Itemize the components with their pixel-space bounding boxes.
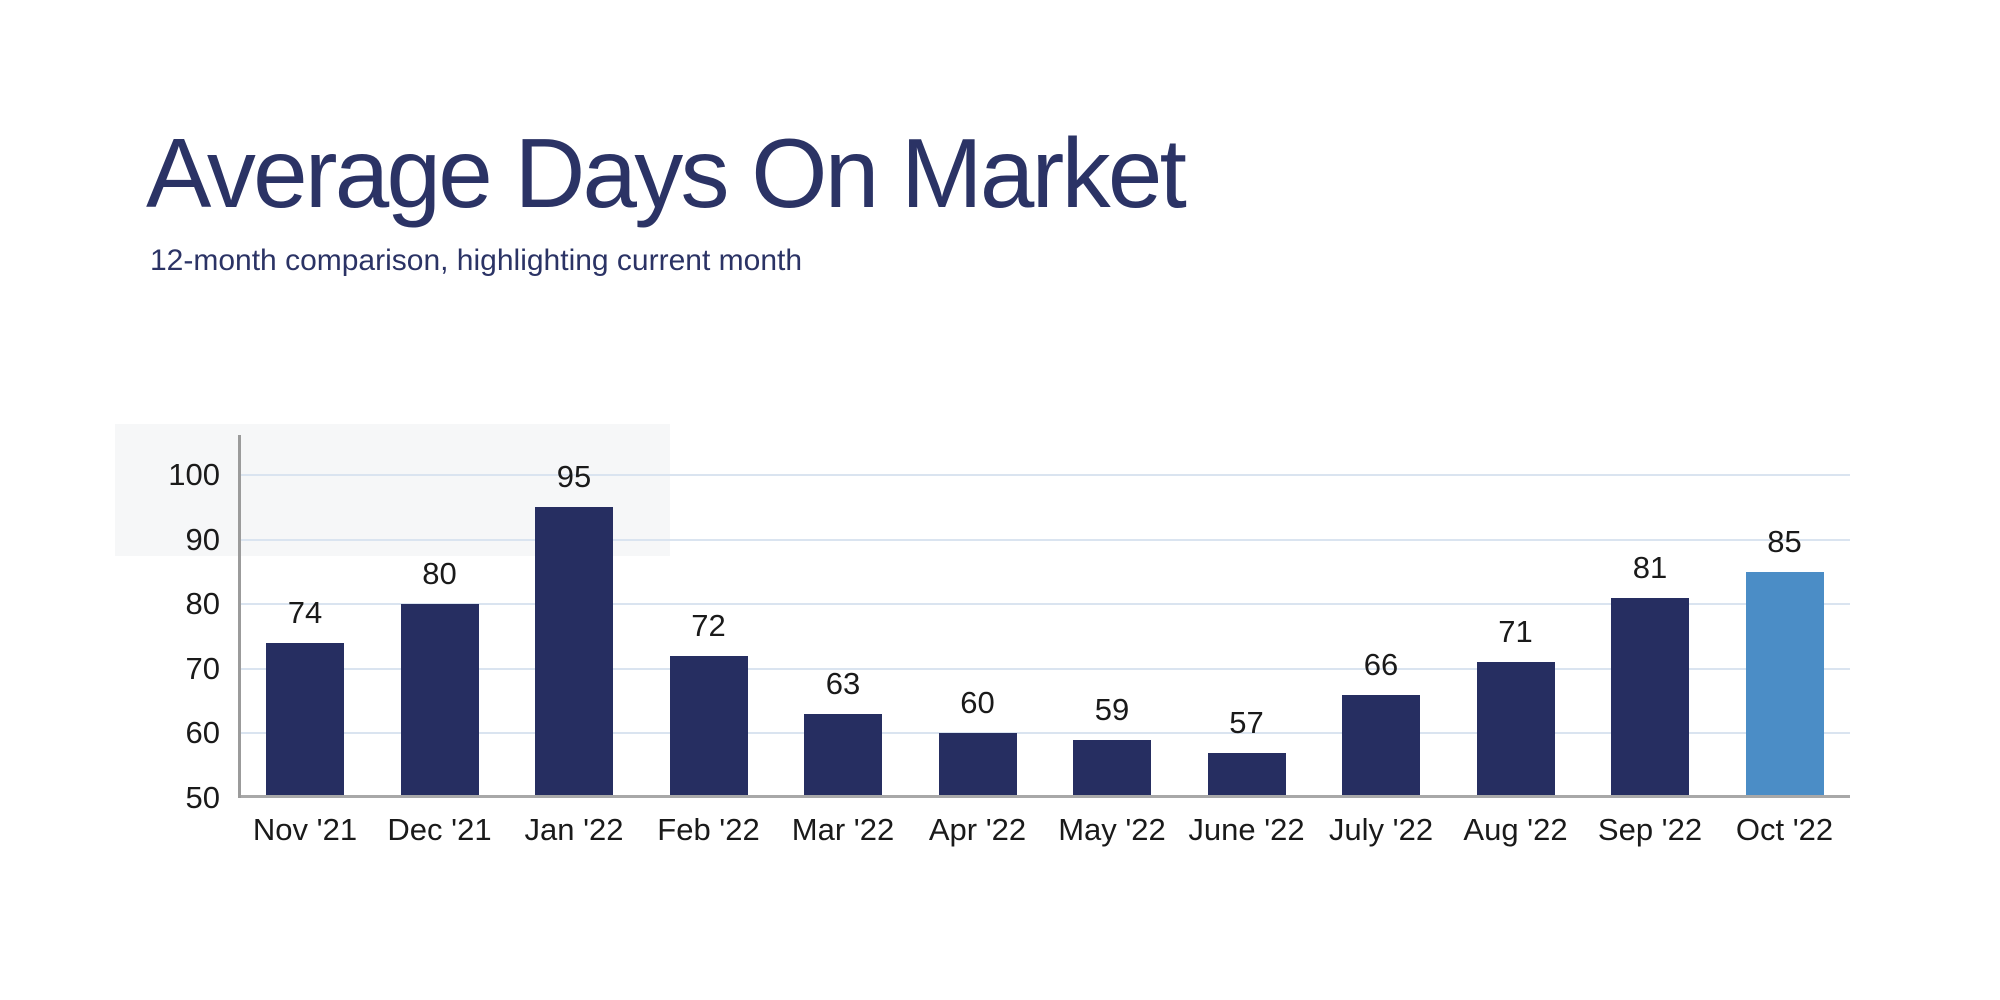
y-tick-label: 80: [185, 586, 220, 622]
y-tick-label: 70: [185, 650, 220, 686]
bar: [535, 507, 613, 798]
bar: [1207, 752, 1286, 798]
bar: [1073, 739, 1151, 798]
bar-value-label: 95: [556, 459, 592, 495]
gridline-100: [240, 474, 1850, 476]
bar-value-label: 59: [1094, 691, 1130, 727]
y-tick-label: 50: [185, 780, 220, 815]
x-tick-label: Aug '22: [1463, 812, 1568, 847]
bar: [1342, 694, 1420, 798]
x-tick-label: Apr '22: [928, 812, 1027, 847]
bar-value-label: 74: [287, 594, 323, 630]
chart-title: Average Days On Market: [146, 118, 1187, 228]
bar-value-label: 71: [1498, 614, 1533, 650]
bar-chart-plot-area: 50 60 70 80 90 100 74 Nov '21 80 Dec '21 95 Jan '22…: [168, 435, 1850, 847]
bar: [669, 655, 748, 798]
x-tick-label: June '22: [1188, 812, 1305, 847]
y-tick-label: 100: [168, 457, 220, 492]
x-tick-label: Nov '21: [252, 812, 358, 847]
chart-subtitle: 12-month comparison, highlighting curren…: [150, 244, 803, 277]
y-tick-label: 90: [185, 521, 220, 557]
bar-value-label: 85: [1767, 523, 1802, 559]
x-tick-label: Jan '22: [524, 812, 624, 847]
gridline-80: [240, 603, 1850, 606]
bar-value-label: 72: [691, 607, 726, 643]
gridline-90: [240, 538, 1850, 541]
bar-value-label: 57: [1229, 704, 1264, 740]
y-tick-label: 60: [185, 715, 220, 751]
bar: [266, 642, 344, 798]
bar-value-label: 63: [825, 666, 861, 702]
x-tick-label: Oct '22: [1735, 812, 1834, 847]
bar: [1611, 597, 1689, 798]
x-tick-label: Feb '22: [657, 812, 760, 847]
x-tick-label: Sep '22: [1597, 812, 1703, 847]
gridline-70: [240, 667, 1850, 670]
bar: [400, 604, 479, 798]
bar-value-label: 60: [960, 685, 995, 721]
x-tick-label: Mar '22: [791, 812, 895, 847]
x-axis-line: [240, 795, 1850, 798]
x-tick-label: Dec '21: [387, 812, 492, 847]
bar-highlighted-current-month: [1745, 571, 1824, 798]
bar-value-label: 81: [1632, 549, 1668, 585]
bar-value-label: 80: [422, 556, 457, 592]
bar-value-label: 66: [1363, 646, 1399, 682]
bar: [938, 733, 1017, 798]
y-axis-line: [238, 435, 241, 798]
x-tick-label: July '22: [1328, 812, 1434, 847]
gridline-60: [240, 732, 1850, 735]
bar: [804, 714, 882, 798]
x-tick-label: May '22: [1058, 812, 1166, 847]
bar: [1476, 662, 1555, 798]
